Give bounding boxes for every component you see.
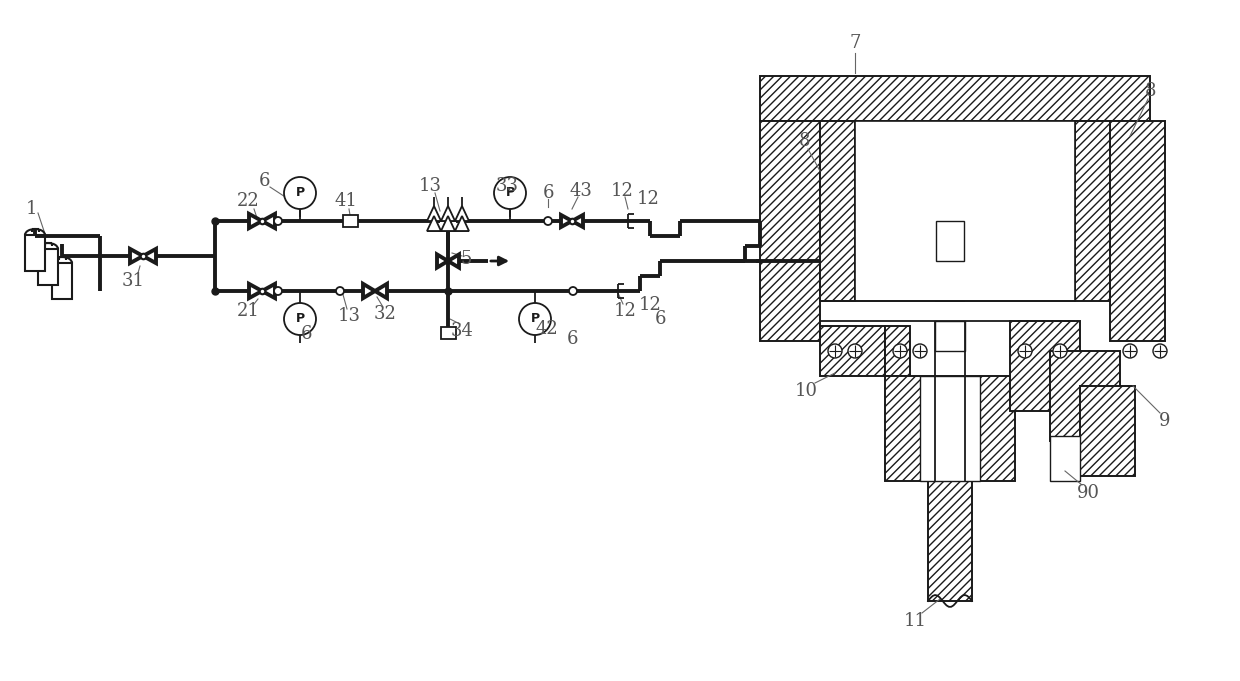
Text: 90: 90 [1076, 484, 1100, 502]
Text: P: P [506, 187, 515, 200]
Text: 9: 9 [1159, 412, 1171, 430]
Circle shape [848, 344, 862, 358]
Bar [38, 249, 58, 285]
Text: 6: 6 [258, 172, 270, 190]
Text: 7: 7 [849, 34, 861, 52]
Text: 43: 43 [569, 182, 593, 200]
Polygon shape [936, 261, 963, 301]
Text: 31: 31 [122, 272, 145, 290]
Polygon shape [130, 249, 143, 263]
Bar [52, 263, 72, 299]
Circle shape [828, 344, 842, 358]
Circle shape [284, 303, 316, 335]
Text: 1: 1 [26, 200, 37, 218]
Text: 5: 5 [460, 250, 471, 268]
Text: 12: 12 [610, 182, 634, 200]
Circle shape [1123, 344, 1137, 358]
Polygon shape [1011, 321, 1080, 411]
Polygon shape [262, 284, 275, 298]
Circle shape [494, 177, 526, 209]
Circle shape [1053, 344, 1066, 358]
Text: P: P [295, 313, 305, 326]
Polygon shape [560, 215, 572, 227]
Polygon shape [143, 249, 156, 263]
Text: 32: 32 [373, 305, 397, 323]
Text: 8: 8 [1145, 82, 1156, 100]
Polygon shape [820, 326, 885, 376]
Circle shape [274, 217, 281, 225]
Bar [25, 235, 45, 271]
Polygon shape [441, 216, 455, 231]
Circle shape [1018, 344, 1032, 358]
Bar [1050, 436, 1080, 481]
Polygon shape [455, 206, 469, 221]
Polygon shape [262, 214, 275, 228]
Polygon shape [441, 206, 455, 221]
Polygon shape [427, 206, 441, 221]
Polygon shape [436, 255, 448, 268]
Text: 42: 42 [536, 320, 558, 338]
Polygon shape [885, 376, 1016, 481]
Polygon shape [1075, 121, 1110, 301]
Bar [920, 376, 980, 481]
Text: P: P [295, 187, 305, 200]
Text: 22: 22 [237, 192, 259, 210]
Text: 6: 6 [567, 330, 579, 348]
Polygon shape [572, 215, 583, 227]
Circle shape [1153, 344, 1167, 358]
Polygon shape [249, 214, 262, 228]
Text: 11: 11 [904, 612, 926, 630]
Polygon shape [820, 121, 856, 301]
Bar [935, 321, 965, 351]
Text: 10: 10 [795, 382, 817, 400]
Text: 6: 6 [542, 184, 554, 202]
Polygon shape [249, 284, 262, 298]
Text: 12: 12 [636, 190, 660, 208]
Polygon shape [363, 284, 374, 298]
Text: 33: 33 [496, 177, 518, 195]
Text: 12: 12 [639, 296, 661, 314]
Circle shape [893, 344, 906, 358]
Polygon shape [760, 76, 1149, 121]
Bar [440, 327, 455, 339]
Polygon shape [455, 216, 469, 231]
Text: 13: 13 [337, 307, 361, 325]
Bar [936, 221, 963, 261]
Bar [856, 121, 1075, 301]
Text: 6: 6 [301, 325, 312, 343]
Text: 34: 34 [450, 322, 474, 340]
Text: 6: 6 [655, 310, 666, 328]
Circle shape [544, 217, 552, 225]
Circle shape [274, 287, 281, 295]
Polygon shape [1080, 386, 1135, 476]
Circle shape [520, 303, 551, 335]
Bar [342, 215, 357, 227]
Polygon shape [374, 284, 387, 298]
Text: 13: 13 [419, 177, 441, 195]
Circle shape [284, 177, 316, 209]
Text: P: P [531, 313, 539, 326]
Circle shape [913, 344, 928, 358]
Polygon shape [427, 216, 441, 231]
Polygon shape [760, 121, 820, 341]
Polygon shape [448, 255, 459, 268]
Polygon shape [928, 471, 972, 601]
Text: 12: 12 [614, 302, 636, 320]
Circle shape [569, 287, 577, 295]
Polygon shape [1050, 351, 1120, 441]
Text: 41: 41 [335, 192, 357, 210]
Text: 21: 21 [237, 302, 259, 320]
Polygon shape [942, 181, 959, 221]
Text: 8: 8 [800, 132, 811, 150]
Polygon shape [885, 326, 910, 376]
Circle shape [336, 287, 343, 295]
Polygon shape [1110, 121, 1166, 341]
